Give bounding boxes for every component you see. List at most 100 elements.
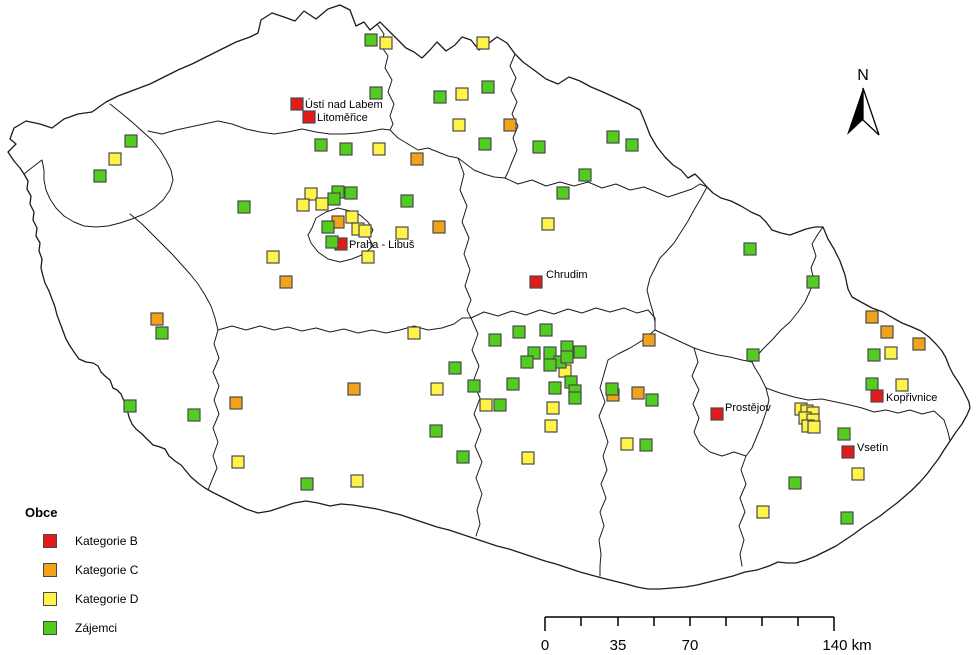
marker-kategorie-d [304, 187, 318, 201]
north-arrow: N [847, 67, 880, 136]
marker-kategorie-d [315, 197, 329, 211]
legend: Obce Kategorie B Kategorie C Kategorie D Zá… [25, 505, 138, 642]
marker-zajemci [429, 424, 443, 438]
marker-kategorie-b [841, 445, 855, 459]
legend-label: Kategorie B [75, 533, 138, 548]
marker-kategorie-c [631, 386, 645, 400]
marker-zajemci [433, 90, 447, 104]
marker-zajemci [187, 408, 201, 422]
marker-kategorie-c [410, 152, 424, 166]
marker-zajemci [606, 130, 620, 144]
marker-kategorie-d [231, 455, 245, 469]
marker-zajemci [568, 391, 582, 405]
legend-label: Kategorie C [75, 562, 139, 577]
marker-kategorie-c [347, 382, 361, 396]
marker-zajemci [512, 325, 526, 339]
marker-kategorie-d [430, 382, 444, 396]
marker-kategorie-c [150, 312, 164, 326]
marker-kategorie-d [807, 420, 821, 434]
legend-title: Obce [25, 505, 58, 520]
marker-kategorie-d [358, 224, 372, 238]
marker-zajemci [578, 168, 592, 182]
legend-swatch-kategorie-b [43, 533, 57, 548]
marker-zajemci [605, 382, 619, 396]
marker-kategorie-d [546, 401, 560, 415]
marker-zajemci [344, 186, 358, 200]
marker-zajemci [123, 399, 137, 413]
marker-kategorie-d [407, 326, 421, 340]
marker-kategorie-c [912, 337, 926, 351]
marker-kategorie-d [296, 198, 310, 212]
marker-zajemci [520, 355, 534, 369]
marker-zajemci [327, 192, 341, 206]
marker-kategorie-d [620, 437, 634, 451]
scale-label: 0 [541, 637, 549, 654]
marker-zajemci [639, 438, 653, 452]
marker-kategorie-b [870, 389, 884, 403]
marker-kategorie-d [452, 118, 466, 132]
marker-zajemci [300, 477, 314, 491]
legend-item-zajemci: Zájemci [25, 613, 138, 642]
marker-kategorie-c [865, 310, 879, 324]
marker-zajemci [867, 348, 881, 362]
marker-kategorie-d [379, 36, 393, 50]
marker-kategorie-d [544, 419, 558, 433]
marker-kategorie-c [229, 396, 243, 410]
marker-kategorie-d [266, 250, 280, 264]
marker-kategorie-d [541, 217, 555, 231]
marker-kategorie-d [851, 467, 865, 481]
marker-kategorie-d [372, 142, 386, 156]
marker-zajemci [840, 511, 854, 525]
scale-label: 35 [610, 637, 627, 654]
marker-zajemci [488, 333, 502, 347]
scale-label: 140 km [822, 637, 871, 654]
marker-zajemci [448, 361, 462, 375]
marker-zajemci [155, 326, 169, 340]
country-border [7, 4, 971, 590]
marker-kategorie-d [895, 378, 909, 392]
marker-kategorie-d [455, 87, 469, 101]
marker-kategorie-d [521, 451, 535, 465]
marker-kategorie-d [395, 226, 409, 240]
marker-kategorie-d [479, 398, 493, 412]
marker-zajemci [543, 358, 557, 372]
country-outline [7, 4, 971, 590]
marker-kategorie-d [108, 152, 122, 166]
marker-kategorie-d [350, 474, 364, 488]
marker-zajemci [467, 379, 481, 393]
scale-label: 70 [682, 637, 699, 654]
city-label: Praha - Libuš [349, 239, 415, 251]
marker-kategorie-b [529, 275, 543, 289]
marker-kategorie-d [345, 210, 359, 224]
marker-zajemci [314, 138, 328, 152]
region-boundaries [23, 23, 951, 577]
marker-kategorie-d [884, 346, 898, 360]
marker-zajemci [625, 138, 639, 152]
city-label: Chrudim [546, 269, 588, 281]
legend-label: Zájemci [75, 620, 118, 635]
city-label: Ústí nad Labem [305, 98, 383, 111]
marker-kategorie-d [756, 505, 770, 519]
marker-zajemci [806, 275, 820, 289]
marker-zajemci [400, 194, 414, 208]
marker-zajemci [539, 323, 553, 337]
legend-swatch-kategorie-d [43, 591, 57, 606]
marker-zajemci [548, 381, 562, 395]
marker-zajemci [325, 235, 339, 249]
prague-city-boundary [307, 207, 374, 263]
marker-zajemci [369, 86, 383, 100]
north-label: N [857, 67, 869, 84]
legend-item-kategorie-d: Kategorie D [25, 584, 138, 613]
north-arrow-icon [847, 87, 880, 136]
marker-zajemci [837, 427, 851, 441]
marker-zajemci [743, 242, 757, 256]
marker-zajemci [556, 186, 570, 200]
marker-kategorie-c [279, 275, 293, 289]
city-label: Vsetín [857, 442, 888, 454]
marker-zajemci [339, 142, 353, 156]
marker-zajemci [493, 398, 507, 412]
marker-zajemci [481, 80, 495, 94]
